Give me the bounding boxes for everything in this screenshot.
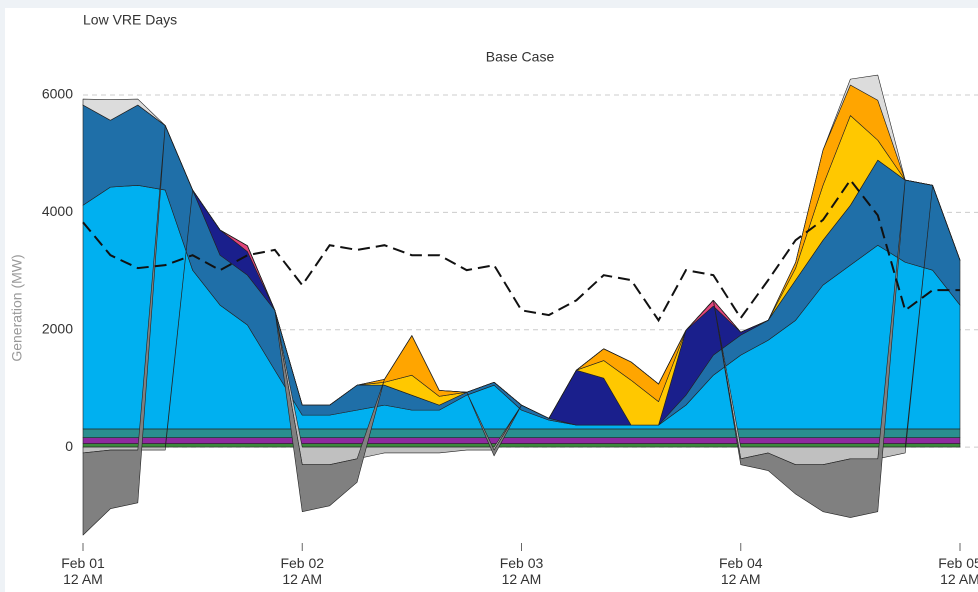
x-tick-label: Feb 04 12 AM xyxy=(718,555,763,587)
x-tick-label: Feb 05 12 AM xyxy=(938,555,978,587)
chart-title: Low VRE Days xyxy=(83,12,177,28)
y-tick-label: 6000 xyxy=(42,86,73,102)
chart-subtitle: Base Case xyxy=(486,49,555,65)
y-axis-label: Generation (MW) xyxy=(9,254,25,361)
chart-panel: Low VRE Days Base Case Generation (MW) 0… xyxy=(5,8,978,592)
area xyxy=(82,443,961,448)
y-tick-label: 4000 xyxy=(42,203,73,219)
y-tick-label: 0 xyxy=(65,438,73,454)
x-tick-label: Feb 02 12 AM xyxy=(280,555,325,587)
x-tick-label: Feb 01 12 AM xyxy=(61,555,105,587)
y-tick-label: 2000 xyxy=(42,320,73,336)
x-tick-label: Feb 03 12 AM xyxy=(499,555,544,587)
chart: Low VRE Days Base Case Generation (MW) 0… xyxy=(9,12,978,551)
line xyxy=(82,178,960,323)
area xyxy=(82,437,961,444)
area xyxy=(82,125,961,536)
area xyxy=(82,428,961,439)
